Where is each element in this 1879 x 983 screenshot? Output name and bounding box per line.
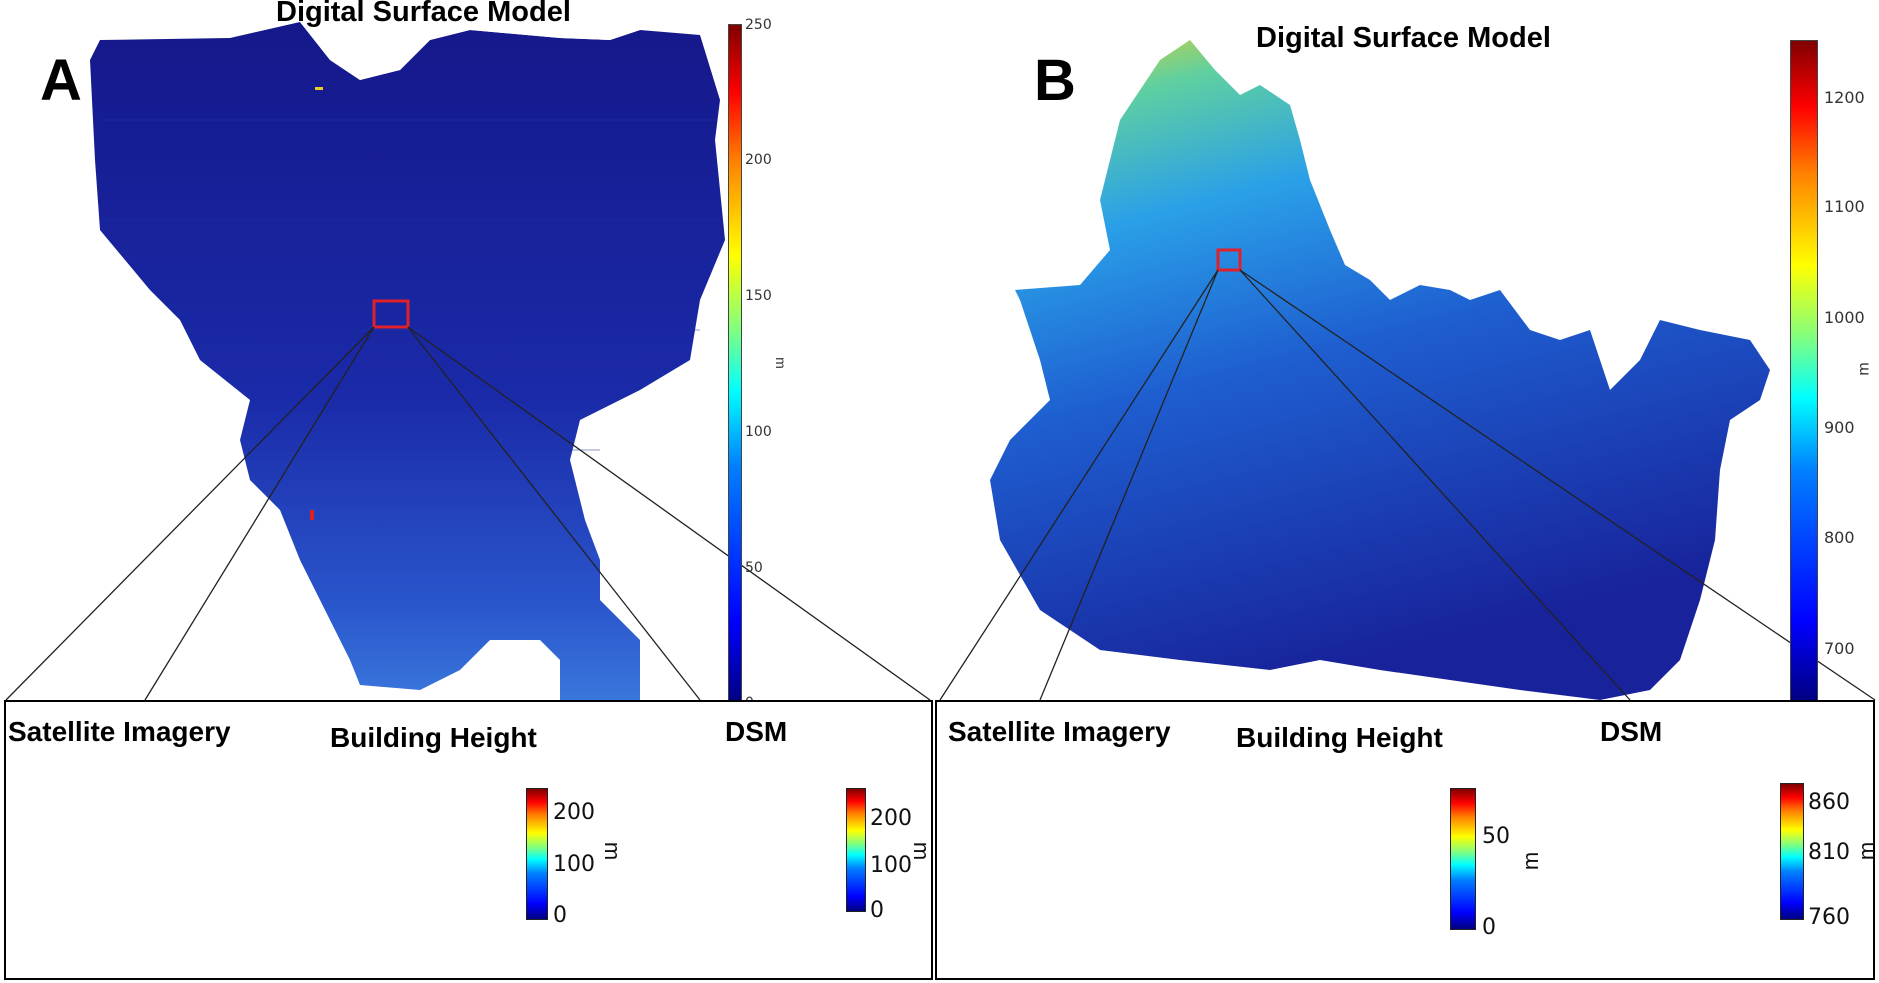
- map-title-a: Digital Surface Model: [276, 0, 571, 28]
- colorbar-a-tick: 150: [745, 288, 772, 304]
- colorbar-a: [728, 24, 742, 704]
- colorbar-a-building-tick: 100: [553, 852, 595, 877]
- inset-a-building-label: Building Height: [330, 722, 537, 753]
- inset-b-building-label: Building Height: [1236, 722, 1443, 753]
- colorbar-b-tick: 800: [1824, 528, 1855, 547]
- colorbar-b-tick: 1200: [1824, 88, 1865, 107]
- colorbar-b-tick: 1100: [1824, 197, 1865, 216]
- colorbar-a-dsm-tick: 200: [870, 806, 912, 831]
- colorbar-b-tick: 900: [1824, 418, 1855, 437]
- colorbar-a-tick: 100: [745, 424, 772, 440]
- colorbar-a-dsm-unit: m: [909, 841, 935, 861]
- colorbar-b-dsm-unit: m: [1854, 841, 1879, 861]
- colorbar-a-building-tick: 0: [553, 903, 567, 928]
- colorbar-a-tick: 250: [745, 17, 772, 33]
- colorbar-b-building-unit: m: [1518, 851, 1544, 871]
- colorbar-a-building-tick: 200: [553, 800, 595, 825]
- colorbar-b-dsm-tick: 810: [1808, 840, 1850, 865]
- colorbar-b-unit: m: [1855, 362, 1873, 376]
- colorbar-b-building-tick: 0: [1482, 915, 1496, 940]
- colorbar-a-dsm-tick: 0: [870, 898, 884, 923]
- colorbar-a-building: [526, 788, 548, 920]
- panel-letter-b: B: [1034, 48, 1076, 113]
- inset-box-a: [4, 700, 933, 980]
- inset-b-satellite-label: Satellite Imagery: [948, 716, 1171, 747]
- inset-b-dsm-label: DSM: [1600, 716, 1663, 747]
- inset-a-satellite-label: Satellite Imagery: [8, 716, 231, 747]
- colorbar-b-building-tick: 50: [1482, 824, 1510, 849]
- colorbar-b-dsm-tick: 760: [1808, 905, 1850, 930]
- inset-box-b: [935, 700, 1875, 980]
- colorbar-a-building-unit: m: [600, 841, 626, 861]
- inset-a-dsm-label: DSM: [725, 716, 788, 747]
- colorbar-a-tick: 50: [745, 560, 763, 576]
- map-a-shape: [90, 22, 725, 705]
- map-a-water: [300, 0, 640, 80]
- colorbar-b-tick: 1000: [1824, 308, 1865, 327]
- panel-letter-a: A: [40, 48, 82, 113]
- zoom-box-b: [1216, 248, 1242, 272]
- colorbar-b-tick: 700: [1824, 639, 1855, 658]
- colorbar-a-dsm-tick: 100: [870, 853, 912, 878]
- map-b-shape: [990, 40, 1770, 700]
- colorbar-a-tick: 200: [745, 152, 772, 168]
- zoom-box-a: [372, 299, 410, 329]
- colorbar-a-dsm: [846, 788, 866, 912]
- colorbar-b-building: [1450, 788, 1476, 930]
- colorbar-b-dsm-tick: 860: [1808, 790, 1850, 815]
- colorbar-b-dsm: [1780, 783, 1804, 920]
- map-title-b: Digital Surface Model: [1256, 22, 1551, 54]
- colorbar-b: [1790, 40, 1818, 702]
- colorbar-a-unit: m: [772, 357, 789, 369]
